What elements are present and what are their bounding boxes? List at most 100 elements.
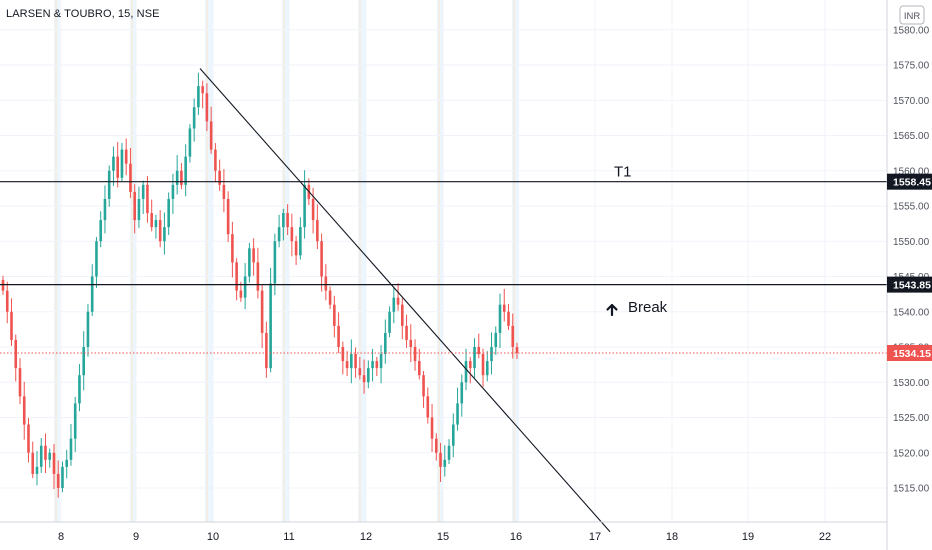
price-tick-label: 1580.00 bbox=[893, 25, 930, 36]
currency-button[interactable]: INR bbox=[899, 5, 925, 25]
candle-body bbox=[430, 417, 434, 439]
candle-body bbox=[316, 220, 319, 242]
candle-body bbox=[222, 184, 226, 199]
candle-body bbox=[401, 304, 404, 326]
candle-body bbox=[86, 311, 90, 347]
candle-body bbox=[328, 290, 332, 305]
candle-body bbox=[31, 452, 35, 474]
price-tick-label: 1525.00 bbox=[893, 413, 930, 424]
candle-body bbox=[426, 396, 430, 418]
level-tag bbox=[887, 276, 932, 293]
price-tick-label: 1550.00 bbox=[893, 237, 930, 248]
candle-body bbox=[396, 297, 400, 305]
candle-body bbox=[205, 93, 209, 122]
annotation-break: Break bbox=[606, 299, 668, 317]
time-tick-label: 12 bbox=[360, 531, 372, 543]
price-tick-label: 1570.00 bbox=[893, 96, 930, 107]
candle-body bbox=[90, 276, 94, 312]
current-price-tag bbox=[887, 344, 932, 361]
candle-body bbox=[434, 438, 438, 453]
price-tick-label: 1540.00 bbox=[893, 307, 930, 318]
session-band bbox=[54, 0, 60, 522]
candle-body bbox=[422, 375, 425, 397]
candle-body bbox=[27, 424, 30, 453]
time-tick-label: 18 bbox=[666, 531, 678, 543]
candle-body bbox=[443, 459, 447, 467]
candle-body bbox=[354, 354, 357, 369]
candle-body bbox=[154, 220, 158, 228]
candle-body bbox=[192, 107, 196, 129]
current-price-tag-label: 1534.15 bbox=[893, 348, 931, 360]
candle-body bbox=[456, 403, 459, 425]
candle-body bbox=[78, 375, 81, 404]
annotation-break-label: Break bbox=[628, 299, 668, 316]
candle-body bbox=[14, 339, 18, 369]
session-band bbox=[130, 0, 136, 522]
candle-body bbox=[82, 347, 86, 376]
candle-body bbox=[5, 290, 9, 312]
candle-body bbox=[158, 220, 162, 242]
candle-body bbox=[184, 156, 187, 185]
price-tick-label: 1575.00 bbox=[893, 61, 930, 72]
candle-body bbox=[464, 361, 468, 383]
session-band bbox=[282, 0, 289, 522]
candle-body bbox=[490, 347, 493, 362]
candle-body bbox=[269, 283, 272, 369]
time-tick-label: 22 bbox=[819, 531, 831, 543]
session-band bbox=[358, 0, 366, 522]
candle-body bbox=[282, 213, 285, 228]
candle-body bbox=[468, 361, 472, 369]
candle-body bbox=[277, 227, 281, 242]
time-tick-label: 17 bbox=[589, 531, 601, 543]
candle-body bbox=[311, 198, 315, 221]
candle-body bbox=[375, 361, 379, 369]
candle-body bbox=[48, 452, 52, 460]
price-tick-label: 1565.00 bbox=[893, 131, 930, 142]
annotation-t1: T1 bbox=[614, 164, 632, 181]
candle-body bbox=[494, 332, 498, 347]
candle-body bbox=[61, 466, 64, 488]
candle-body bbox=[265, 332, 268, 369]
candle-body bbox=[290, 227, 294, 242]
candle-body bbox=[103, 198, 107, 221]
candle-body bbox=[239, 290, 243, 298]
candle-body bbox=[502, 304, 506, 312]
price-scale[interactable] bbox=[887, 0, 932, 522]
candle-body bbox=[112, 156, 115, 171]
price-tick-label: 1585.00 bbox=[893, 0, 930, 1]
candle-body bbox=[44, 445, 47, 460]
candle-body bbox=[498, 304, 502, 333]
candle-body bbox=[180, 170, 183, 185]
level-tag bbox=[887, 173, 932, 190]
candle-body bbox=[243, 276, 247, 298]
candle-body bbox=[273, 241, 277, 284]
candle-body bbox=[18, 368, 22, 397]
candle-body bbox=[141, 184, 145, 199]
candle-body bbox=[260, 290, 264, 333]
candle-body bbox=[367, 368, 370, 383]
candle-body bbox=[405, 325, 408, 340]
candle-body bbox=[39, 445, 43, 467]
candle-body bbox=[252, 248, 255, 263]
candle-body bbox=[481, 354, 485, 376]
currency-label: INR bbox=[904, 11, 921, 22]
time-tick-label: 9 bbox=[133, 531, 139, 543]
candle-body bbox=[137, 198, 141, 221]
candle-body bbox=[392, 297, 396, 312]
price-scale-labels: 1515.001520.001525.001530.001535.001540.… bbox=[893, 0, 930, 495]
candle-body bbox=[214, 149, 217, 171]
time-tick-label: 16 bbox=[510, 531, 522, 543]
price-tick-label: 1555.00 bbox=[893, 202, 930, 213]
candle-body bbox=[163, 227, 166, 242]
candle-body bbox=[150, 213, 153, 228]
candle-body bbox=[384, 332, 387, 355]
candle-body bbox=[413, 347, 417, 362]
candle-body bbox=[507, 311, 510, 326]
candle-body bbox=[248, 248, 251, 277]
trend-line[interactable] bbox=[199, 68, 611, 533]
level-tag-label: 1543.85 bbox=[893, 280, 931, 292]
candle-body bbox=[451, 424, 455, 446]
candle-body bbox=[473, 347, 476, 369]
candle-body bbox=[73, 403, 77, 439]
